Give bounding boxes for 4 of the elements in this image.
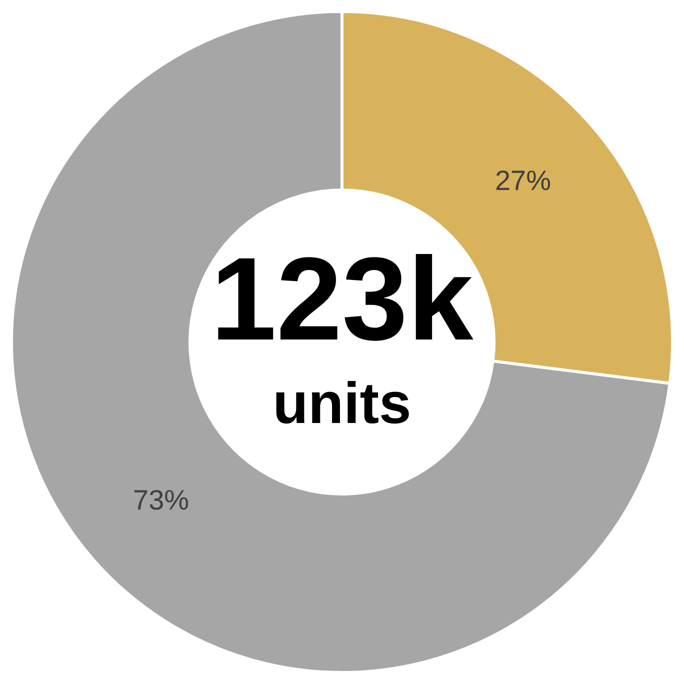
- text: 123k: [210, 234, 474, 366]
- text: units: [272, 371, 412, 436]
- data-label: 27%: [494, 165, 551, 196]
- data-label: 73%: [133, 484, 190, 516]
